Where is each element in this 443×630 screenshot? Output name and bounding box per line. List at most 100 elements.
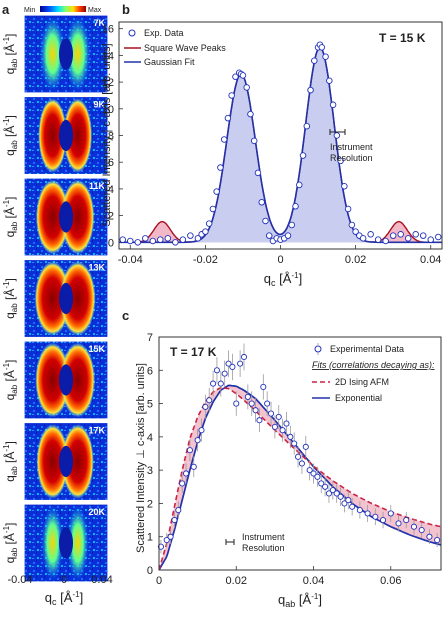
data-point [434,233,442,241]
data-point [233,400,240,407]
panel-b-curves [119,46,442,244]
heatmap-center [59,445,73,478]
data-point [127,237,134,245]
data-point [344,205,352,213]
data-point [349,503,356,510]
panel-a-xtick: 0 [61,574,67,586]
heatmap-center [59,282,73,315]
legend-label-square: Square Wave Peaks [144,43,226,53]
data-point [250,137,258,145]
ytick-label: 2 [147,498,153,510]
ytick-label: 4 [108,184,114,196]
resolution-label-1: Instrument [330,142,373,152]
panel-b-xlabel: qc [Å-1] [264,271,302,288]
ytick-label: 1 [147,532,153,544]
data-point [134,239,142,246]
heatmap-peak [34,261,71,336]
heatmap-center [59,527,73,559]
data-point [329,487,336,494]
xtick-label: 0.02 [226,575,247,587]
data-point [239,72,247,79]
resolution-label-2: Resolution [242,543,285,553]
data-point [345,497,352,504]
data-point [380,517,387,524]
data-point [295,453,302,460]
ytick-label: 2 [108,211,114,223]
data-point [265,232,273,239]
heatmap-peak [39,16,66,92]
panel-c-points [157,343,441,554]
data-point [410,523,418,530]
data-point [217,380,224,387]
xtick-label: 0.04 [303,575,324,587]
panel-a-xtick: -0.04 [7,574,32,586]
data-point [418,527,425,534]
ytick-label: 3 [147,465,153,477]
data-point [119,236,127,243]
data-point [209,205,217,213]
panel-b-fills [119,47,442,243]
data-point [202,403,209,410]
resolution-label-2: Resolution [330,153,373,163]
panel-c-ylabel: Scattered Intensity ⊥ c-axis [arb. units… [135,363,147,553]
data-point [419,232,427,239]
heatmap-peak [61,424,94,499]
data-point [341,500,348,507]
data-point [302,443,309,450]
data-point [311,57,318,64]
heatmap-border [23,503,109,583]
data-point [202,228,209,235]
heatmap-ylabel: qab [Å-1] [2,441,19,482]
panel-c-curves [159,384,441,570]
panel-b-resolution: Instrument Resolution [329,129,373,163]
data-point [210,380,217,387]
ytick-label: 6 [108,157,114,169]
ytick-label: 6 [147,365,153,377]
xtick-label: 0.02 [345,254,366,266]
data-point [404,235,412,242]
heatmap-ylabel: qab [Å-1] [2,278,19,319]
data-point [142,235,149,242]
data-point [217,164,224,171]
legend-marker-data [314,345,322,353]
heatmap-peak [66,505,89,581]
data-point [279,427,286,434]
panel-b-temperature: T = 15 K [379,31,426,45]
ytick-label: 8 [108,131,114,143]
panel-c: c 0 1 2 3 4 5 6 7 0 0.02 0.04 0.06 T = 17 K Experim… [122,308,442,609]
data-point [348,221,356,229]
data-point [296,181,303,189]
data-point [291,440,298,447]
data-point [341,182,348,190]
ytick-label: 12 [102,77,114,89]
data-point [224,114,232,122]
data-point [243,84,250,91]
data-point [307,86,314,94]
panel-c-temperature: T = 17 K [170,345,217,359]
data-point [275,413,282,420]
legend-fits-title: Fits (correlations decaying as): [312,360,435,370]
data-point [186,447,193,454]
heatmap-panel: 13K [23,258,109,339]
ytick-label: 7 [147,332,153,344]
heatmap-peak [41,505,64,581]
ytick-label: 0 [108,237,114,249]
legend-label-data: Experimental Data [330,344,404,354]
gaussian-fill [119,47,442,243]
panel-c-letter: c [122,308,129,323]
panel-b: b 0 2 4 6 8 10 12 14 16 -0.04 -0.02 0 0.02 0.04 T = 1… [101,2,443,288]
panel-b-points [119,41,442,246]
panel-c-fill [159,385,441,570]
data-point [171,517,178,524]
data-point [395,520,402,527]
data-point [179,236,187,243]
data-point [232,73,239,80]
data-point [248,400,255,407]
data-point [244,393,251,400]
heatmap-panel: 11K [23,177,109,257]
data-point [198,427,205,434]
data-point [264,400,271,407]
panel-a-xaxis: -0.04 0 0.04 qc [Å-1] [7,574,112,607]
data-point [389,232,397,239]
xtick-label: 0.06 [380,575,401,587]
